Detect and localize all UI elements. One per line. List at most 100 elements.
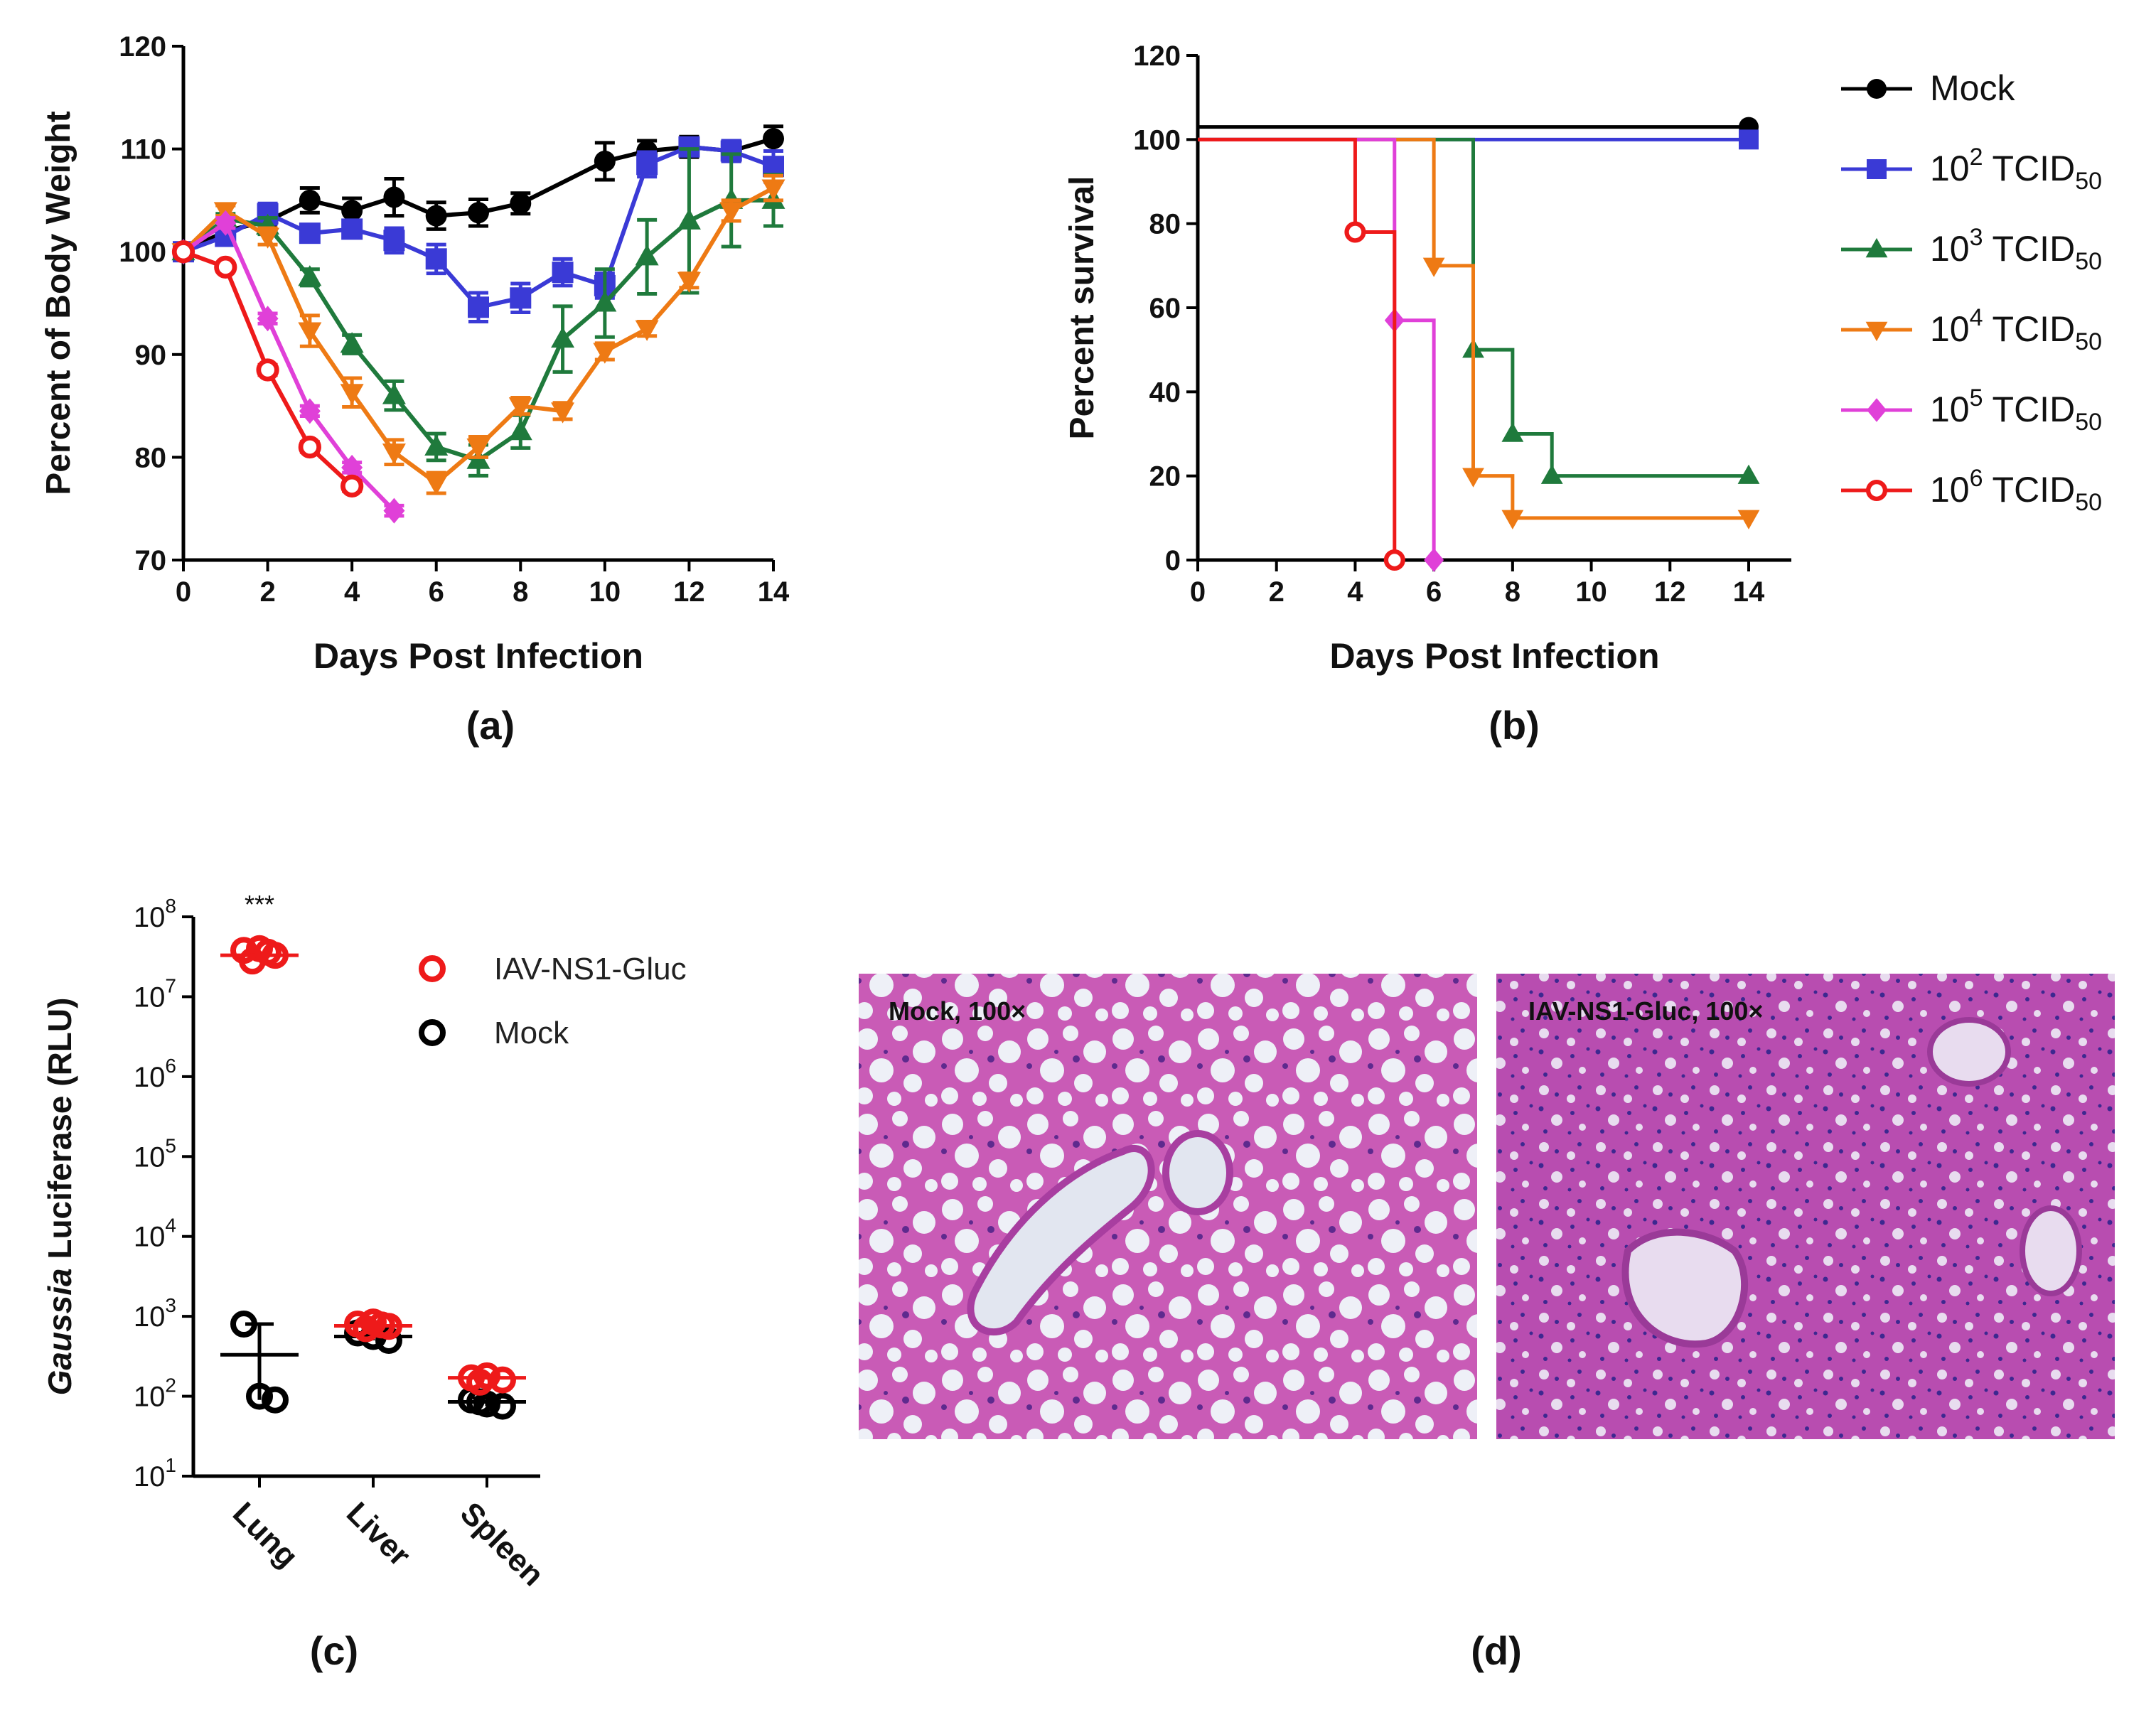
y-axis-title-rest: Luciferase (RLU) [41, 998, 78, 1269]
data-point [215, 210, 237, 236]
y-tick-label: 90 [135, 340, 167, 371]
significance-label: *** [245, 890, 274, 919]
y-tick-label: 101 [134, 1454, 176, 1492]
data-point [551, 402, 575, 424]
histology-caption-iav: IAV-NS1-Gluc, 100× [1528, 996, 1763, 1026]
tick-exponent: 2 [165, 1375, 176, 1397]
survival-step-line [1198, 137, 1436, 560]
tick-exponent: 3 [165, 1294, 176, 1316]
y-tick-label: 120 [119, 31, 166, 63]
x-tick-label: 6 [1426, 576, 1442, 608]
data-point [257, 306, 279, 332]
x-tick-label: 0 [176, 576, 191, 608]
y-axis-title: Percent of Body Weight [40, 111, 77, 495]
y-tick-label: 120 [1133, 41, 1181, 72]
airway-lumen [967, 1145, 1155, 1336]
legend-label: Mock [494, 1016, 569, 1050]
legend-marker [1867, 159, 1887, 179]
data-point [425, 205, 447, 227]
data-point [382, 443, 406, 465]
data-point [1501, 422, 1524, 442]
legend-exponent: 2 [1970, 144, 1983, 171]
data-point [1422, 257, 1445, 277]
data-point [341, 454, 363, 480]
legend-marker [1867, 398, 1887, 422]
legend-subscript: 50 [2075, 409, 2102, 436]
legend-unit: TCID [1983, 470, 2076, 510]
data-point [353, 1315, 380, 1343]
x-tick-label: 10 [1575, 576, 1607, 608]
legend-unit: TCID [1983, 389, 2076, 429]
data-point [383, 497, 405, 524]
tick-exponent: 7 [165, 974, 176, 996]
tick-base: 10 [134, 1301, 166, 1333]
tick-base: 10 [134, 1382, 166, 1413]
vessel-lumen [1927, 1017, 2011, 1087]
series [171, 173, 785, 495]
tick-exponent: 4 [165, 1215, 176, 1237]
y-tick-label: 0 [1165, 545, 1181, 576]
data-point [256, 227, 280, 249]
data-point [262, 1386, 289, 1414]
tick-exponent: 8 [165, 895, 176, 917]
tick-base: 10 [134, 1461, 166, 1492]
series [171, 240, 364, 498]
data-point [299, 189, 321, 211]
tick-base: 10 [134, 1141, 166, 1173]
x-tick-label: 4 [344, 576, 360, 608]
tick-base: 10 [134, 981, 166, 1013]
data-point [1737, 464, 1760, 484]
legend-label: 102 TCID50 [1930, 144, 2102, 195]
x-tick-label: 4 [1347, 576, 1363, 608]
data-point [1424, 548, 1444, 572]
data-point [424, 474, 449, 495]
histology-image-mock [859, 974, 1477, 1439]
data-point [1737, 510, 1760, 529]
data-point [299, 398, 321, 424]
y-tick-label: 110 [120, 134, 166, 166]
x-tick-label: 14 [1733, 576, 1765, 608]
survival-step-line [1198, 137, 1397, 560]
series [1198, 137, 1760, 529]
x-tick-label: 0 [1190, 576, 1206, 608]
data-point [383, 186, 405, 208]
data-point [340, 332, 364, 353]
data-point [1462, 468, 1484, 488]
legend-marker [419, 955, 446, 982]
y-tick-label: 40 [1149, 377, 1181, 408]
legend-base: 10 [1930, 229, 1970, 269]
data-point [298, 322, 322, 343]
histology-caption-mock: Mock, 100× [889, 996, 1026, 1026]
y-tick-label: 106 [134, 1055, 176, 1093]
data-point [298, 435, 321, 459]
series [1198, 137, 1444, 572]
legend-base: 10 [1930, 389, 1970, 429]
x-tick-label: Lung [226, 1495, 305, 1574]
legend-unit: TCID [1983, 149, 2076, 188]
x-tick-label: 12 [1654, 576, 1686, 608]
airway-lumen [1621, 1228, 1748, 1348]
series [1198, 137, 1405, 571]
data-point [594, 150, 616, 172]
y-axis-title: Percent survival [1063, 176, 1101, 440]
x-axis-title: Days Post Infection [1330, 636, 1660, 676]
x-tick-label: Spleen [454, 1495, 551, 1593]
legend-label: 104 TCID50 [1930, 304, 2102, 355]
y-tick-label: 103 [134, 1294, 176, 1333]
y-tick-label: 80 [135, 442, 167, 473]
panel-label-c: (c) [310, 1628, 358, 1673]
data-point [298, 265, 322, 286]
y-tick-label: 100 [119, 237, 166, 268]
tick-exponent: 5 [165, 1134, 176, 1156]
data-point [466, 438, 490, 460]
legend-unit: TCID [1983, 229, 2076, 269]
legend-label: Mock [1930, 68, 2015, 108]
legend-base: 10 [1930, 149, 1970, 188]
legend-marker [1865, 321, 1888, 342]
series [1198, 117, 1759, 137]
data-point [593, 343, 617, 364]
legend-subscript: 50 [2075, 248, 2102, 275]
y-tick-label: 70 [135, 545, 167, 576]
x-tick-label: 8 [1505, 576, 1521, 608]
